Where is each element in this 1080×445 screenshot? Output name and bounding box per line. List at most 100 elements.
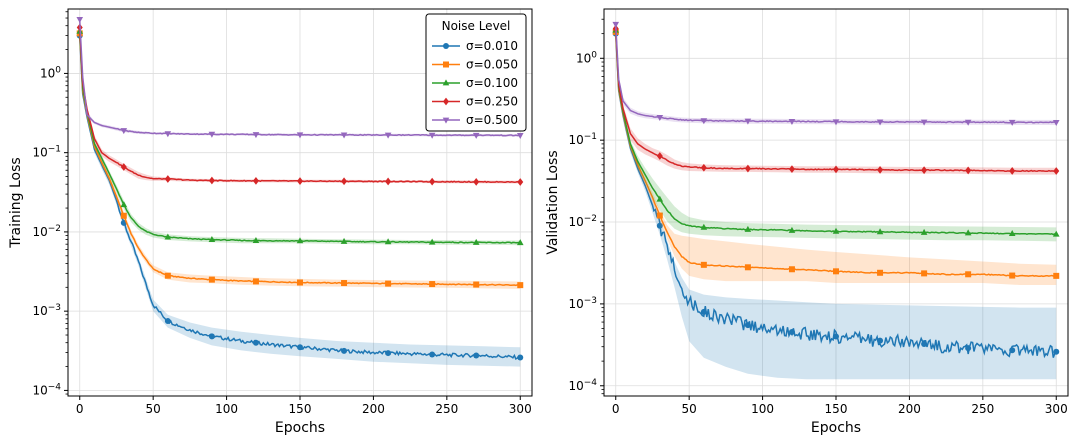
series-4-marker [1053,167,1060,175]
series-1-marker [517,354,524,361]
legend-label: σ=0.050 [466,58,518,72]
series-4-marker [164,175,171,183]
y-tick-label: 10−4 [32,382,61,397]
series-1-marker [208,333,215,340]
series-5-marker [76,17,84,24]
x-tick-label: 150 [825,402,848,416]
series-2-marker [833,268,839,275]
series-4-marker [208,176,215,185]
series-3-marker [876,228,884,235]
series-1-marker [473,352,480,359]
y-axis-label: Training Loss [8,157,24,248]
legend-entry: σ=0.250 [432,95,518,109]
series-4-marker [517,178,524,186]
series-3-marker [340,237,348,244]
legend-entry: σ=0.010 [432,39,518,53]
series-5 [76,16,524,140]
series-4-marker [877,165,884,174]
y-tick-label: 10−1 [568,132,597,147]
series-2 [612,27,1060,285]
legend-label: σ=0.010 [466,39,518,53]
x-tick-label: 300 [1045,402,1068,416]
series-2-marker [473,281,480,288]
series-2-marker [965,271,972,278]
series-4-marker [656,152,663,160]
x-tick-label: 50 [682,402,697,416]
x-axis: 0 50 100 150 200 250 300 Epochs [76,396,532,436]
series-1-marker [788,328,795,335]
series-2-marker [297,279,303,286]
data-layer [612,20,1060,380]
series-4 [612,24,1060,175]
series-4-marker [385,177,392,186]
series-4-marker [744,164,751,173]
series-4-marker [429,177,436,186]
series-2-marker [744,264,751,271]
series-5-marker [252,132,260,139]
chart-panel-1: 0 50 100 150 200 250 300Epochs10010−110−210−31… [8,8,533,436]
series-5-marker [612,21,620,28]
series-2-marker [429,281,436,288]
series-3-marker [788,226,796,233]
series-3-marker [1052,230,1060,237]
series-5-marker [744,118,752,125]
series-5-marker [516,133,524,140]
legend-swatch-marker [443,97,449,106]
series-4-marker [833,165,839,174]
series-1-marker [252,339,259,346]
y-tick-label: 100 [576,50,597,65]
series-3-marker [1008,230,1016,237]
series-3-marker [164,233,172,240]
y-tick-label: 10−2 [32,224,61,239]
x-tick-label: 300 [509,402,532,416]
y-tick-label: 10−1 [32,145,61,160]
series-5-marker [964,119,972,126]
series-2-marker [1053,272,1060,279]
series-4-marker [788,165,795,174]
series-2-marker [877,269,884,276]
series-1-band [615,28,1057,380]
legend-swatch-marker [443,43,449,49]
series-2-marker [164,272,171,279]
series-4-marker [700,163,707,172]
series-3-marker [516,239,524,246]
series-1-marker [877,337,884,344]
series-5-marker [1052,119,1060,126]
series-3-marker [252,236,260,243]
series-4-marker [252,176,259,185]
legend-label: σ=0.100 [466,76,518,90]
legend: Noise Level σ=0.010 σ=0.050 σ=0.100 σ=0.250 σ… [425,13,527,132]
gridlines [604,9,1068,396]
series-3 [76,27,524,246]
series-1-marker [297,344,303,351]
series-5-marker [788,118,796,125]
legend-title: Noise Level [442,19,511,33]
y-tick-label: 10−3 [32,303,61,318]
series-5-marker [340,132,348,139]
x-tick-label: 0 [76,402,84,416]
series-5-marker [164,131,172,138]
series-1-marker [656,222,663,229]
series-4-marker [473,177,480,186]
series-5-marker [700,118,708,125]
series-2-marker [208,276,215,283]
series-3-marker [700,223,708,230]
legend-entry: σ=0.500 [432,113,518,127]
series-5-marker [656,114,664,121]
series-3-marker [964,229,972,236]
series-2-marker [1009,272,1016,279]
legend-swatch-marker [442,79,450,86]
series-5-marker [876,119,884,126]
series-3-marker [208,235,216,242]
series-4-marker [341,177,348,186]
data-layer [76,16,524,367]
series-3-marker [120,201,128,208]
series-2-marker [700,261,707,268]
series-1-marker [164,318,171,325]
series-1-marker [700,308,707,315]
series-1-marker [385,350,392,357]
series-5-marker [384,132,392,139]
series-2 [76,30,524,289]
series-2-marker [120,212,127,219]
